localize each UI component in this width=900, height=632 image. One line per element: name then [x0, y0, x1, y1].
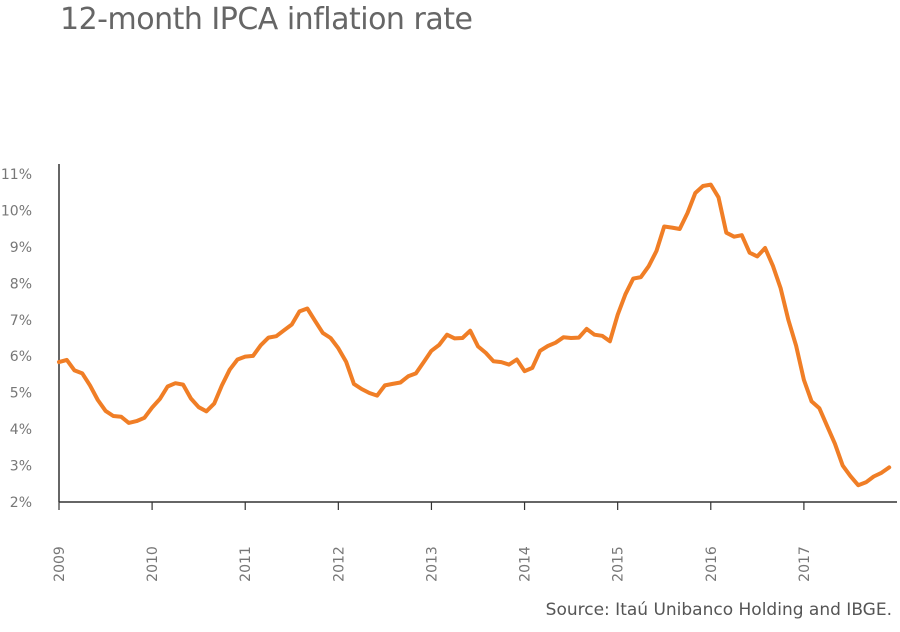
x-tick-label: 2015 — [611, 546, 627, 582]
x-tick-label: 2013 — [424, 546, 440, 582]
x-tick-label: 2011 — [238, 546, 254, 582]
y-tick-label: 8% — [10, 276, 32, 292]
y-axis-labels: 2% 3% 4% 5% 6% 7% 8% 9% 10% 11% — [1, 167, 32, 511]
y-tick-label: 11% — [1, 167, 32, 183]
y-tick-label: 4% — [10, 422, 32, 438]
y-tick-label: 6% — [10, 349, 32, 365]
series-line — [57, 182, 892, 488]
x-tick-label: 2012 — [331, 546, 347, 582]
x-tick-label: 2016 — [704, 546, 720, 582]
x-axis-labels: 2009 2010 2011 2012 2013 2014 2015 2016 2017 — [52, 546, 813, 582]
x-tick-label: 2009 — [52, 546, 68, 582]
y-tick-label: 9% — [10, 240, 32, 256]
y-tick-label: 3% — [10, 459, 32, 475]
series-group — [57, 182, 892, 488]
y-tick-label: 7% — [10, 313, 32, 329]
x-tick-label: 2014 — [518, 546, 534, 582]
y-tick-label: 2% — [10, 495, 32, 511]
source-note: Source: Itaú Unibanco Holding and IBGE. — [545, 600, 892, 620]
y-tick-label: 10% — [1, 203, 32, 219]
x-tick-label: 2010 — [145, 546, 161, 582]
chart-title: 12-month IPCA inflation rate — [60, 2, 473, 37]
axes — [58, 164, 897, 510]
x-tick-label: 2017 — [797, 546, 813, 582]
y-tick-label: 5% — [10, 386, 32, 402]
